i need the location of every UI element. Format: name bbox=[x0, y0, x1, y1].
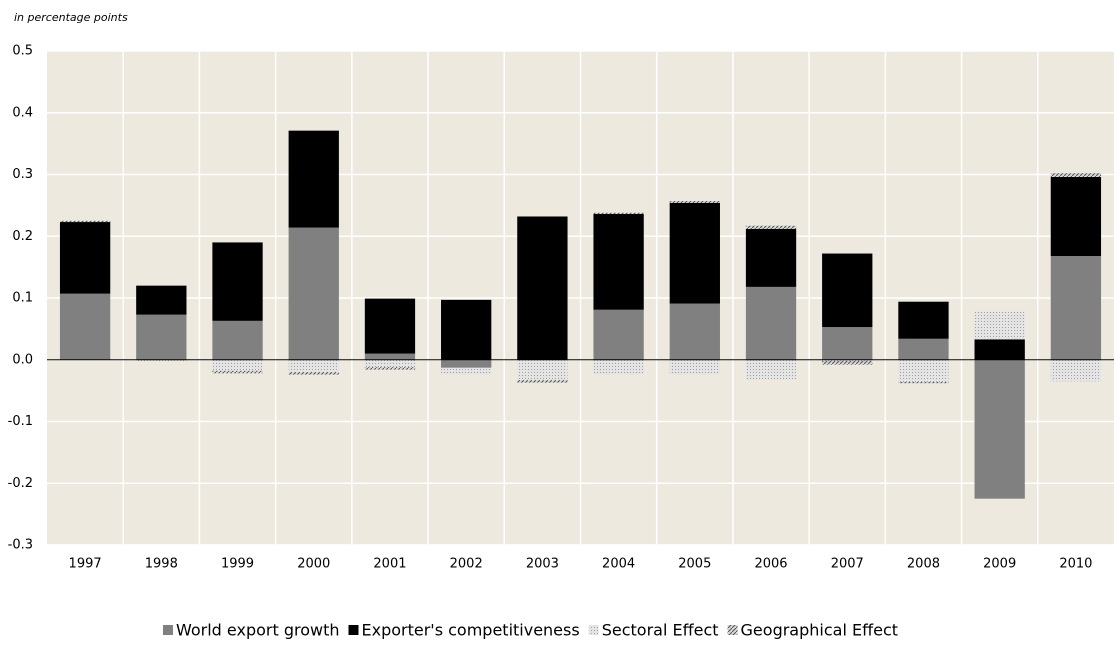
y-tick-label: 0.5 bbox=[12, 44, 33, 59]
bar-segment bbox=[212, 359, 263, 371]
bar-segment bbox=[517, 216, 568, 360]
bar-segment bbox=[669, 202, 720, 304]
bar-segment bbox=[364, 353, 416, 360]
x-tick-label: 2006 bbox=[754, 557, 787, 572]
bar-segment bbox=[364, 359, 416, 368]
legend-swatch bbox=[588, 625, 599, 635]
bar-segment bbox=[822, 253, 873, 328]
x-tick-label: 2008 bbox=[907, 557, 940, 572]
y-tick-label: -0.3 bbox=[8, 538, 33, 553]
bar-segment bbox=[212, 370, 263, 374]
x-tick-label: 2002 bbox=[450, 557, 483, 572]
legend-label: World export growth bbox=[176, 621, 340, 640]
bar-segment bbox=[593, 214, 644, 310]
bar-segment bbox=[745, 225, 797, 229]
bar-segment bbox=[1050, 176, 1102, 257]
y-tick-label: 0.0 bbox=[12, 352, 33, 367]
bar-segment bbox=[59, 293, 111, 360]
x-tick-label: 2007 bbox=[831, 557, 864, 572]
bar-segment bbox=[1050, 359, 1102, 382]
bar-segment bbox=[898, 381, 949, 384]
bar-segment bbox=[288, 372, 339, 375]
x-tick-label: 2000 bbox=[297, 557, 330, 572]
bar-segment bbox=[1050, 173, 1102, 177]
legend-label: Geographical Effect bbox=[741, 621, 899, 640]
x-tick-label: 2003 bbox=[526, 557, 559, 572]
bar-segment bbox=[822, 360, 873, 365]
bar-segment bbox=[898, 359, 949, 382]
x-tick-label: 1998 bbox=[145, 557, 178, 572]
bar-segment bbox=[288, 130, 339, 228]
bar-segment bbox=[593, 309, 644, 360]
x-tick-label: 2009 bbox=[983, 557, 1016, 572]
x-tick-label: 1999 bbox=[221, 557, 254, 572]
bar-segment bbox=[1050, 256, 1102, 360]
x-tick-label: 2010 bbox=[1059, 557, 1092, 572]
y-tick-label: -0.1 bbox=[8, 414, 33, 429]
legend-swatch bbox=[348, 625, 359, 635]
y-tick-label: 0.2 bbox=[12, 229, 33, 244]
bar-segment bbox=[745, 228, 797, 287]
bar-segment bbox=[136, 285, 187, 315]
bar-segment bbox=[593, 212, 644, 215]
y-tick-label: -0.2 bbox=[8, 476, 33, 491]
bar-segment bbox=[974, 359, 1025, 499]
legend-swatch bbox=[727, 625, 738, 635]
bar-segment bbox=[974, 339, 1025, 360]
bar-segment bbox=[669, 303, 720, 360]
y-tick-label: 0.3 bbox=[12, 167, 33, 182]
bar-segment bbox=[517, 380, 568, 383]
y-tick-label: 0.4 bbox=[12, 105, 33, 120]
bar-segment bbox=[59, 222, 111, 294]
bar-segment bbox=[441, 367, 492, 375]
bar-segment bbox=[517, 359, 568, 381]
legend-swatch bbox=[162, 625, 173, 635]
bar-segment bbox=[898, 338, 949, 360]
legend-label: Exporter's competitiveness bbox=[362, 621, 580, 640]
legend-label: Sectoral Effect bbox=[602, 621, 719, 640]
bar-segment bbox=[745, 286, 797, 360]
bar-segment bbox=[212, 242, 263, 321]
x-tick-label: 1997 bbox=[69, 557, 102, 572]
bar-segment bbox=[822, 359, 873, 361]
bar-segment bbox=[822, 327, 873, 360]
bar-segment bbox=[441, 359, 492, 368]
bar-segment bbox=[593, 359, 644, 375]
x-tick-label: 2004 bbox=[602, 557, 635, 572]
x-tick-label: 2005 bbox=[678, 557, 711, 572]
bar-segment bbox=[364, 367, 416, 370]
bar-segment bbox=[288, 227, 339, 360]
bar-segment bbox=[136, 314, 187, 360]
x-tick-label: 2001 bbox=[373, 557, 406, 572]
bar-segment bbox=[669, 201, 720, 203]
bar-segment bbox=[441, 299, 492, 360]
bar-segment bbox=[745, 359, 797, 380]
bar-segment bbox=[898, 301, 949, 339]
axis-unit-label: in percentage points bbox=[14, 11, 128, 24]
bar-segment bbox=[364, 298, 416, 354]
y-tick-label: 0.1 bbox=[12, 291, 33, 306]
bar-segment bbox=[974, 311, 1025, 340]
bar-segment bbox=[288, 359, 339, 373]
bar-segment bbox=[59, 220, 111, 223]
bar-segment bbox=[212, 320, 263, 360]
bar-segment bbox=[136, 359, 187, 361]
bar-segment bbox=[669, 359, 720, 375]
